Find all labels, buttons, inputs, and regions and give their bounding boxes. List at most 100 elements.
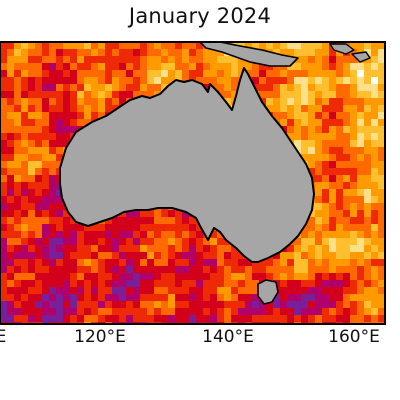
anomaly-cell bbox=[21, 126, 28, 133]
anomaly-cell bbox=[49, 182, 56, 189]
anomaly-cell bbox=[56, 91, 63, 98]
anomaly-cell bbox=[343, 147, 350, 154]
anomaly-cell bbox=[378, 161, 385, 168]
anomaly-cell bbox=[63, 112, 70, 119]
anomaly-cell bbox=[364, 175, 371, 182]
anomaly-cell bbox=[287, 294, 294, 301]
anomaly-cell bbox=[70, 301, 77, 308]
anomaly-cell bbox=[329, 287, 336, 294]
anomaly-cell bbox=[315, 238, 322, 245]
anomaly-cell bbox=[140, 245, 147, 252]
anomaly-cell bbox=[98, 259, 105, 266]
anomaly-cell bbox=[350, 168, 357, 175]
anomaly-cell bbox=[77, 70, 84, 77]
anomaly-cell bbox=[294, 238, 301, 245]
anomaly-cell bbox=[56, 84, 63, 91]
anomaly-cell bbox=[210, 294, 217, 301]
anomaly-cell bbox=[28, 49, 35, 56]
anomaly-cell bbox=[364, 105, 371, 112]
anomaly-cell bbox=[231, 77, 238, 84]
anomaly-cell bbox=[0, 154, 7, 161]
anomaly-cell bbox=[371, 49, 378, 56]
anomaly-cell bbox=[238, 280, 245, 287]
anomaly-cell bbox=[329, 273, 336, 280]
anomaly-cell bbox=[378, 245, 385, 252]
anomaly-cell bbox=[238, 63, 245, 70]
anomaly-cell bbox=[273, 308, 280, 315]
land-island-east bbox=[351, 51, 371, 63]
anomaly-cell bbox=[364, 315, 371, 322]
anomaly-cell bbox=[182, 70, 189, 77]
anomaly-cell bbox=[294, 252, 301, 259]
anomaly-cell bbox=[231, 84, 238, 91]
anomaly-cell bbox=[98, 63, 105, 70]
anomaly-cell bbox=[63, 280, 70, 287]
anomaly-cell bbox=[343, 70, 350, 77]
anomaly-cell bbox=[161, 56, 168, 63]
anomaly-cell bbox=[357, 308, 364, 315]
anomaly-cell bbox=[35, 112, 42, 119]
anomaly-cell bbox=[49, 273, 56, 280]
anomaly-cell bbox=[350, 56, 357, 63]
anomaly-cell bbox=[84, 77, 91, 84]
anomaly-cell bbox=[280, 91, 287, 98]
anomaly-cell bbox=[14, 231, 21, 238]
anomaly-cell bbox=[301, 105, 308, 112]
anomaly-cell bbox=[70, 63, 77, 70]
anomaly-cell bbox=[35, 189, 42, 196]
anomaly-cell bbox=[7, 189, 14, 196]
anomaly-cell bbox=[14, 168, 21, 175]
anomaly-cell bbox=[49, 245, 56, 252]
anomaly-cell bbox=[14, 301, 21, 308]
anomaly-cell bbox=[0, 217, 7, 224]
anomaly-cell bbox=[49, 77, 56, 84]
anomaly-cell bbox=[308, 42, 315, 49]
anomaly-cell bbox=[371, 301, 378, 308]
anomaly-cell bbox=[196, 259, 203, 266]
anomaly-cell bbox=[0, 301, 7, 308]
anomaly-cell bbox=[84, 308, 91, 315]
anomaly-cell bbox=[21, 98, 28, 105]
anomaly-cell bbox=[273, 42, 280, 49]
anomaly-cell bbox=[140, 294, 147, 301]
anomaly-cell bbox=[350, 112, 357, 119]
anomaly-cell bbox=[7, 140, 14, 147]
anomaly-cell bbox=[56, 140, 63, 147]
anomaly-cell bbox=[364, 126, 371, 133]
anomaly-cell bbox=[56, 63, 63, 70]
anomaly-cell bbox=[119, 217, 126, 224]
anomaly-cell bbox=[308, 161, 315, 168]
anomaly-cell bbox=[140, 84, 147, 91]
anomaly-cell bbox=[217, 63, 224, 70]
anomaly-cell bbox=[364, 287, 371, 294]
anomaly-cell bbox=[28, 168, 35, 175]
anomaly-cell bbox=[343, 238, 350, 245]
anomaly-cell bbox=[378, 203, 385, 210]
anomaly-cell bbox=[77, 315, 84, 322]
anomaly-cell bbox=[35, 168, 42, 175]
anomaly-cell bbox=[28, 161, 35, 168]
anomaly-cell bbox=[21, 287, 28, 294]
anomaly-cell bbox=[378, 63, 385, 70]
anomaly-cell bbox=[308, 168, 315, 175]
anomaly-cell bbox=[28, 259, 35, 266]
anomaly-cell bbox=[189, 49, 196, 56]
anomaly-cell bbox=[63, 98, 70, 105]
anomaly-cell bbox=[357, 91, 364, 98]
anomaly-cell bbox=[343, 84, 350, 91]
anomaly-cell bbox=[231, 315, 238, 322]
anomaly-cell bbox=[56, 154, 63, 161]
anomaly-cell bbox=[119, 315, 126, 322]
anomaly-cell bbox=[329, 308, 336, 315]
anomaly-cell bbox=[371, 105, 378, 112]
anomaly-cell bbox=[70, 231, 77, 238]
anomaly-cell bbox=[217, 84, 224, 91]
longitude-tick-160e: 160°E bbox=[328, 327, 380, 347]
anomaly-cell bbox=[315, 196, 322, 203]
anomaly-cell bbox=[301, 119, 308, 126]
anomaly-cell bbox=[196, 49, 203, 56]
anomaly-cell bbox=[350, 301, 357, 308]
anomaly-cell bbox=[28, 70, 35, 77]
anomaly-cell bbox=[28, 91, 35, 98]
anomaly-cell bbox=[294, 112, 301, 119]
